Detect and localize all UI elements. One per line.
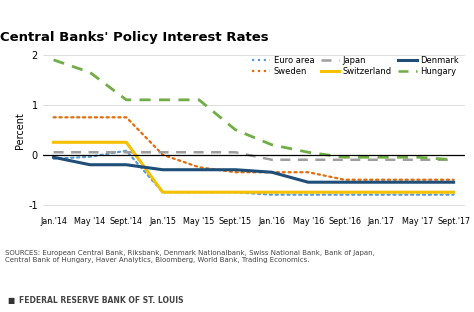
- Sweden: [196, 165, 202, 169]
- Switzerland: [160, 190, 165, 194]
- Euro area: [378, 193, 384, 197]
- Line: Switzerland: Switzerland: [54, 142, 454, 192]
- Sweden: [233, 170, 238, 174]
- Switzerland: [342, 190, 347, 194]
- Line: Denmark: Denmark: [54, 157, 454, 182]
- Euro area: [87, 155, 93, 158]
- Japan: [160, 150, 165, 154]
- Sweden: [451, 178, 456, 182]
- Hungary: [51, 58, 56, 62]
- Denmark: [51, 155, 56, 159]
- Denmark: [233, 168, 238, 172]
- Line: Sweden: Sweden: [54, 117, 454, 180]
- Switzerland: [305, 190, 311, 194]
- Text: ■: ■: [7, 296, 14, 305]
- Denmark: [123, 163, 129, 167]
- Sweden: [269, 170, 274, 174]
- Euro area: [196, 190, 202, 194]
- Hungary: [305, 150, 311, 154]
- Japan: [305, 158, 311, 162]
- Sweden: [87, 115, 93, 119]
- Switzerland: [451, 190, 456, 194]
- Japan: [414, 158, 420, 162]
- Hungary: [160, 98, 165, 102]
- Text: FEDERAL RESERVE BANK OF ST. LOUIS: FEDERAL RESERVE BANK OF ST. LOUIS: [19, 296, 183, 305]
- Switzerland: [87, 140, 93, 144]
- Sweden: [342, 178, 347, 182]
- Text: Central Banks' Policy Interest Rates: Central Banks' Policy Interest Rates: [0, 31, 269, 44]
- Hungary: [196, 98, 202, 102]
- Sweden: [414, 178, 420, 182]
- Japan: [342, 158, 347, 162]
- Japan: [51, 150, 56, 154]
- Hungary: [342, 155, 347, 159]
- Denmark: [87, 163, 93, 167]
- Sweden: [123, 115, 129, 119]
- Hungary: [233, 128, 238, 132]
- Euro area: [414, 193, 420, 197]
- Japan: [233, 150, 238, 154]
- Denmark: [196, 168, 202, 172]
- Sweden: [160, 153, 165, 157]
- Japan: [123, 150, 129, 154]
- Euro area: [160, 190, 165, 194]
- Line: Euro area: Euro area: [54, 151, 454, 195]
- Sweden: [378, 178, 384, 182]
- Denmark: [451, 180, 456, 184]
- Hungary: [451, 158, 456, 162]
- Legend: Euro area, Sweden, Japan, Switzerland, Denmark, Hungary: Euro area, Sweden, Japan, Switzerland, D…: [250, 54, 460, 77]
- Japan: [87, 150, 93, 154]
- Hungary: [123, 98, 129, 102]
- Denmark: [305, 180, 311, 184]
- Text: SOURCES: European Central Bank, Riksbank, Denmark Nationalbank, Swiss National B: SOURCES: European Central Bank, Riksbank…: [5, 250, 374, 263]
- Line: Hungary: Hungary: [54, 60, 454, 160]
- Japan: [451, 158, 456, 162]
- Euro area: [51, 157, 56, 161]
- Euro area: [305, 193, 311, 197]
- Denmark: [269, 170, 274, 174]
- Hungary: [87, 71, 93, 74]
- Switzerland: [233, 190, 238, 194]
- Switzerland: [123, 140, 129, 144]
- Euro area: [123, 149, 129, 153]
- Japan: [378, 158, 384, 162]
- Euro area: [233, 190, 238, 194]
- Switzerland: [196, 190, 202, 194]
- Line: Japan: Japan: [54, 152, 454, 160]
- Switzerland: [51, 140, 56, 144]
- Denmark: [342, 180, 347, 184]
- Switzerland: [414, 190, 420, 194]
- Euro area: [269, 193, 274, 197]
- Switzerland: [378, 190, 384, 194]
- Japan: [269, 158, 274, 162]
- Hungary: [269, 143, 274, 147]
- Denmark: [414, 180, 420, 184]
- Sweden: [305, 170, 311, 174]
- Denmark: [160, 168, 165, 172]
- Sweden: [51, 115, 56, 119]
- Hungary: [414, 155, 420, 159]
- Hungary: [378, 155, 384, 159]
- Japan: [196, 150, 202, 154]
- Switzerland: [269, 190, 274, 194]
- Y-axis label: Percent: Percent: [15, 113, 26, 149]
- Euro area: [451, 193, 456, 197]
- Denmark: [378, 180, 384, 184]
- Euro area: [342, 193, 347, 197]
